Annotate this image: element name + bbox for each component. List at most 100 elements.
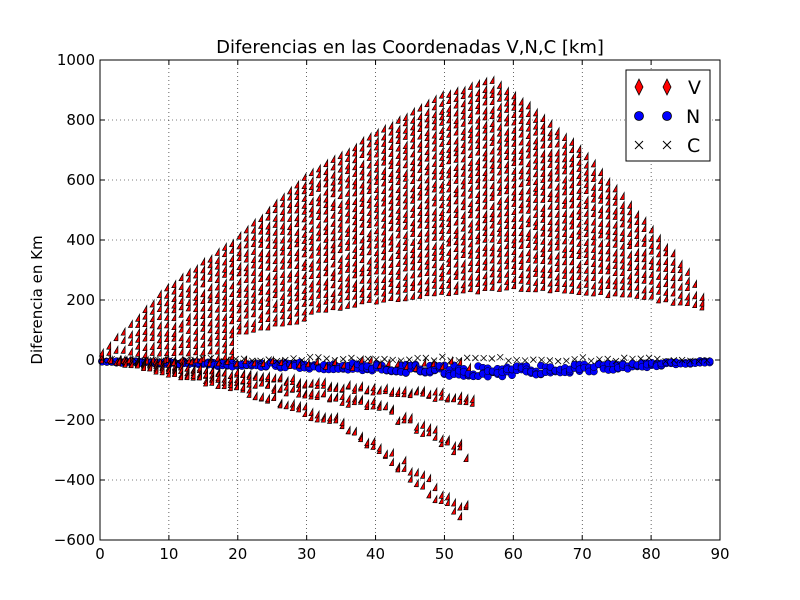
v-point	[569, 144, 574, 154]
v-point	[453, 243, 459, 253]
v-point	[460, 231, 466, 240]
v-point	[359, 226, 365, 236]
v-point	[453, 126, 459, 136]
v-point	[605, 218, 611, 228]
v-point	[301, 205, 307, 215]
v-branch-point	[413, 421, 419, 431]
v-point	[313, 356, 319, 366]
v-point	[388, 188, 394, 198]
c-point	[654, 355, 661, 363]
v-point	[388, 215, 394, 225]
v-point	[554, 236, 560, 246]
y-tick-label: 600	[66, 171, 95, 189]
v-branch-point	[426, 489, 432, 499]
v-point	[475, 243, 480, 253]
v-branch-point	[450, 393, 456, 403]
v-point	[511, 227, 517, 237]
v-point	[511, 213, 517, 223]
v-branch-point	[252, 379, 258, 389]
v-point	[482, 167, 488, 177]
v-point	[438, 138, 444, 147]
v-point	[395, 114, 401, 124]
v-point	[634, 238, 640, 247]
v-point	[359, 234, 365, 244]
v-point	[301, 193, 307, 202]
v-point	[344, 223, 350, 233]
v-point	[431, 287, 437, 297]
v-point	[475, 271, 480, 281]
v-point	[511, 138, 517, 147]
v-branch-point	[432, 482, 438, 492]
v-point	[590, 231, 596, 241]
v-point	[489, 201, 495, 210]
v-branch-point	[426, 427, 432, 437]
v-point	[156, 289, 162, 299]
v-point	[192, 340, 198, 350]
v-point	[518, 283, 524, 292]
v-point	[496, 263, 502, 272]
v-point	[171, 341, 177, 351]
v-point	[373, 184, 379, 194]
v-point	[323, 166, 329, 176]
v-point	[359, 159, 365, 168]
v-point	[308, 278, 314, 288]
v-point	[250, 238, 256, 248]
v-point	[511, 124, 517, 134]
v-point	[648, 284, 654, 293]
v-point	[590, 280, 596, 290]
v-point	[503, 240, 509, 250]
v-point	[511, 96, 517, 106]
v-point	[409, 217, 415, 227]
v-point	[359, 135, 365, 145]
v-point	[366, 262, 372, 272]
v-point	[395, 176, 401, 186]
v-point	[373, 157, 379, 166]
v-point	[583, 237, 589, 246]
v-point	[142, 342, 148, 352]
v-point	[337, 163, 343, 173]
legend-c-label: C	[687, 135, 700, 157]
v-point	[634, 230, 640, 240]
v-point	[597, 274, 603, 284]
v-point	[229, 280, 234, 290]
v-point	[518, 220, 524, 230]
v-point	[373, 141, 379, 151]
c-point	[695, 358, 702, 365]
c-point	[488, 355, 496, 362]
v-point	[438, 89, 444, 99]
v-point	[503, 126, 509, 136]
v-point	[424, 146, 430, 156]
v-point	[286, 316, 292, 326]
v-point	[446, 183, 451, 193]
v-point	[279, 269, 285, 278]
v-point	[301, 291, 307, 301]
v-point	[279, 317, 285, 327]
v-point	[352, 216, 357, 226]
v-point	[200, 322, 206, 332]
v-point	[359, 185, 365, 195]
v-point	[431, 150, 437, 160]
v-point	[395, 197, 401, 206]
v-point	[569, 186, 574, 196]
v-point	[286, 268, 292, 278]
v-point	[344, 195, 350, 205]
v-point	[417, 235, 423, 245]
v-point	[163, 311, 169, 321]
v-point	[482, 179, 488, 189]
v-point	[395, 157, 401, 166]
v-point	[576, 218, 582, 228]
v-point	[272, 298, 278, 308]
v-point	[229, 265, 234, 275]
v-point	[475, 216, 480, 226]
v-point	[532, 176, 538, 186]
v-point	[258, 260, 263, 269]
v-point	[359, 212, 365, 222]
v-point	[453, 195, 459, 205]
v-point	[475, 93, 480, 103]
v-branch-point	[364, 437, 370, 447]
v-point	[446, 274, 451, 284]
v-point	[605, 203, 611, 213]
v-point	[547, 167, 553, 177]
v-point	[590, 251, 596, 260]
v-point	[482, 242, 488, 251]
